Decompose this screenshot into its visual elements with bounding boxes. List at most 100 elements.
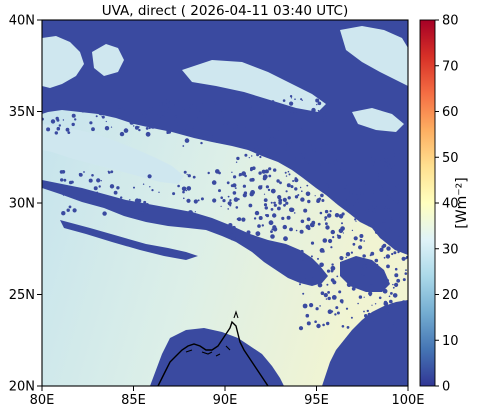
cloud-speckle (334, 213, 340, 218)
cloud-speckle (325, 184, 329, 189)
cloud-speckle (65, 127, 70, 132)
cloud-speckle (300, 249, 304, 254)
cloud-speckle (177, 184, 180, 188)
x-tick-label: 85E (121, 393, 146, 408)
cloud-speckle (348, 265, 352, 269)
cloud-speckle (279, 181, 282, 185)
cloud-speckle (108, 197, 111, 200)
cloud-speckle (358, 245, 363, 250)
cloud-speckle (387, 164, 391, 168)
cloud-speckle (283, 203, 286, 207)
cloud-speckle (184, 138, 190, 143)
cloud-speckle (393, 251, 397, 255)
cloud-speckle (350, 200, 352, 202)
cloud-speckle (383, 210, 386, 213)
cloud-speckle (328, 238, 333, 244)
cloud-speckle (91, 127, 95, 132)
colorbar-tick-label: 30 (442, 242, 459, 257)
clear-patch-west (42, 124, 184, 184)
cloud-speckle (393, 240, 398, 245)
cloud-speckle (324, 209, 329, 214)
cloud-speckle (376, 152, 379, 155)
cloud-speckle (276, 179, 280, 183)
cloud-speckle (396, 306, 399, 309)
cloud-speckle (134, 125, 139, 130)
cloud-speckle (282, 197, 287, 202)
colorbar-tick-label: 20 (442, 288, 459, 303)
cloud-speckle (200, 141, 203, 145)
cloud-speckle (288, 162, 291, 165)
cloud-speckle (147, 209, 151, 213)
cloud-speckle (345, 256, 348, 259)
cloud-speckle (367, 312, 371, 316)
cloud-speckle (272, 202, 275, 204)
cloud-speckle (227, 208, 229, 210)
cloud-speckle (252, 98, 256, 102)
cloud-speckle (191, 126, 194, 129)
cloud-speckle (289, 140, 292, 143)
cloud-speckle (140, 211, 145, 215)
cloud-speckle (96, 178, 101, 183)
cloud-speckle (340, 199, 344, 203)
cloud-speckle (270, 234, 275, 239)
cloud-speckle (270, 208, 274, 211)
cloud-speckle (231, 102, 233, 105)
cloud-speckle (336, 311, 340, 315)
cloud-speckle (299, 186, 302, 189)
cloud-speckle (181, 213, 184, 216)
cloud-speckle (351, 229, 354, 232)
cloud-speckle (330, 229, 335, 235)
cloud-speckle (257, 144, 262, 149)
cloud-speckle (298, 150, 303, 154)
cloud-speckle (385, 327, 389, 331)
cloud-speckle (359, 238, 363, 242)
cloud-speckle (353, 236, 358, 241)
cloud-speckle (315, 98, 320, 103)
cloud-speckle (220, 205, 222, 207)
cloud-speckle (383, 172, 388, 177)
cloud-speckle (60, 178, 64, 182)
cloud-speckle (301, 190, 303, 192)
cloud-speckle (390, 292, 393, 295)
cloud-speckle (343, 160, 345, 162)
cloud-speckle (359, 234, 364, 238)
cloud-speckle (308, 143, 312, 147)
cloud-speckle (222, 199, 226, 203)
cloud-speckle (397, 250, 400, 254)
cloud-speckle (183, 170, 187, 174)
cloud-speckle (300, 197, 305, 202)
cloud-speckle (385, 223, 390, 229)
cloud-speckle (158, 191, 160, 193)
cloud-speckle (385, 254, 391, 259)
cloud-speckle (331, 295, 337, 300)
cloud-speckle (247, 102, 252, 107)
cloud-speckle (116, 186, 120, 190)
cloud-speckle (85, 191, 89, 195)
cloud-speckle (359, 262, 362, 266)
cloud-speckle (321, 199, 325, 202)
cloud-speckle (236, 156, 240, 161)
cloud-speckle (372, 164, 374, 167)
cloud-bay (150, 328, 284, 386)
cloud-speckle (358, 295, 363, 299)
cloud-speckle (290, 207, 295, 212)
cloud-speckle (317, 222, 321, 226)
x-tick-label: 90E (213, 393, 238, 408)
cloud-speckle (307, 163, 312, 167)
cloud-speckle (316, 103, 318, 106)
cloud-speckle (285, 149, 287, 151)
cloud-speckle (378, 159, 381, 161)
cloud-speckle (145, 131, 151, 137)
cloud-speckle (201, 129, 204, 132)
map-title: UVA, direct ( 2026-04-11 03:40 UTC) (102, 3, 349, 19)
cloud-speckle (357, 206, 361, 210)
cloud-speckle (392, 210, 397, 214)
cloud-speckle (168, 101, 170, 103)
cloud-speckle (289, 101, 294, 106)
cloud-speckle (183, 197, 185, 200)
cloud-speckle (300, 219, 305, 224)
cloud-speckle (311, 135, 316, 140)
cloud-band-lower (60, 220, 198, 260)
cloud-speckle (335, 199, 339, 204)
cloud-speckle (374, 230, 379, 234)
